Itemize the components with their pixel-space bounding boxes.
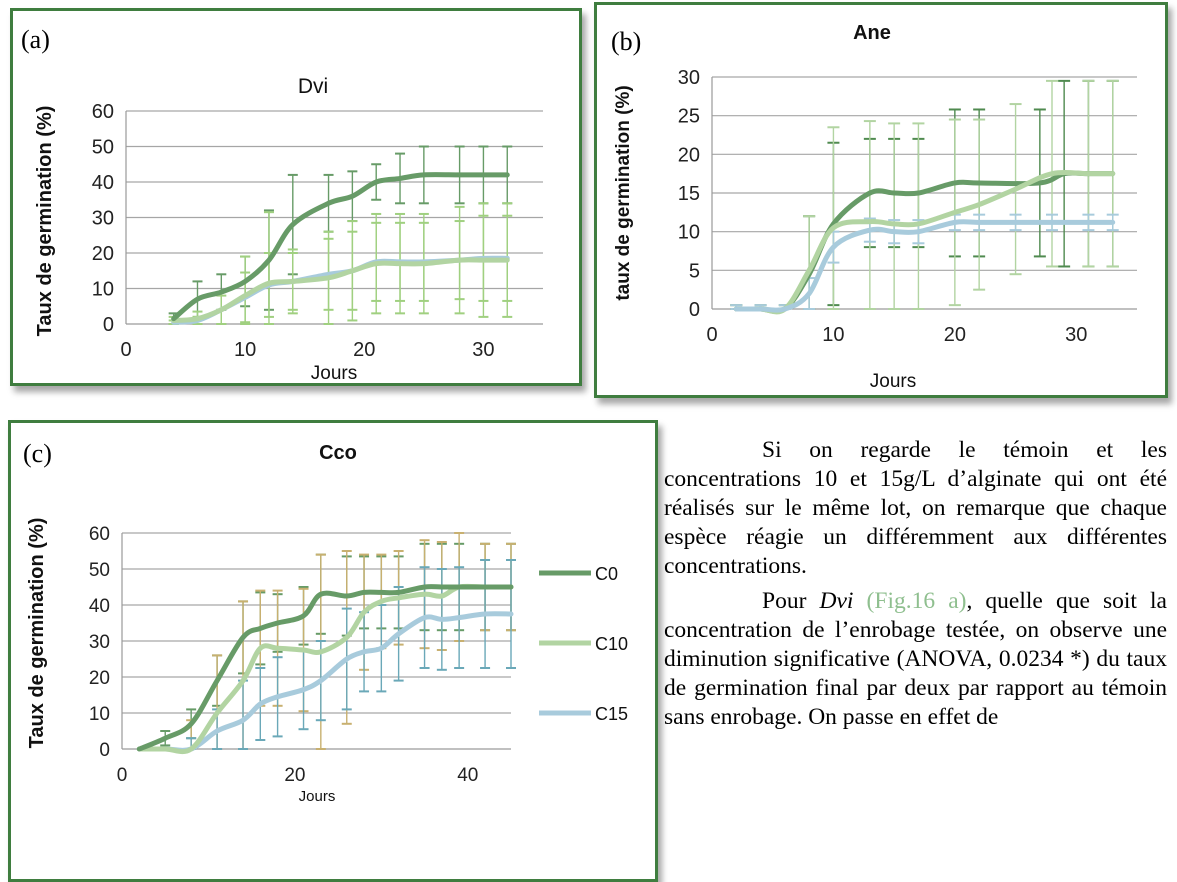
y-tick-label: 0 — [689, 299, 700, 321]
y-tick-label: 5 — [689, 260, 700, 282]
y-tick-label: 50 — [89, 560, 110, 581]
chart-title: Ane — [853, 22, 891, 44]
figure-reference[interactable]: (Fig.16 a) — [866, 588, 967, 614]
chart-title: Cco — [319, 442, 357, 464]
paragraph-2-post: , quelle que soit la concentration de l’… — [664, 588, 1167, 730]
series-line-c0 — [136, 584, 514, 752]
series-line-c0 — [733, 170, 1116, 315]
species-name: Dvi — [819, 588, 854, 614]
y-axis-label: taux de germination (%) — [613, 85, 634, 300]
paragraph-2-pre: Pour — [762, 588, 820, 614]
y-tick-label: 30 — [92, 208, 114, 230]
paragraph-1: Si on regarde le témoin et les concentra… — [664, 437, 1167, 579]
y-tick-label: 0 — [99, 740, 110, 761]
legend-label-c10: C10 — [595, 634, 628, 654]
x-axis-label: Jours — [870, 371, 916, 392]
x-tick-label: 20 — [353, 339, 375, 361]
y-tick-label: 25 — [678, 106, 700, 128]
y-axis-label: Taux de germination (%) — [26, 518, 48, 749]
y-tick-label: 60 — [89, 524, 110, 545]
paragraph-2: Pour Dvi (Fig.16 a), quelle que soit la … — [664, 587, 1167, 732]
y-tick-label: 10 — [678, 222, 700, 244]
chart-b: 0 5 10 15 20 25 30 0 10 20 30 Ane Jours taux de germi… — [613, 22, 1137, 392]
y-tick-label: 20 — [678, 144, 700, 166]
panel-label-b: (b) — [611, 27, 642, 56]
series-line-c0 — [171, 172, 510, 322]
y-tick-label: 15 — [678, 183, 700, 205]
y-tick-label: 30 — [89, 632, 110, 653]
x-tick-label: 30 — [1065, 324, 1087, 346]
x-tick-label: 10 — [822, 324, 844, 346]
series-line-c15 — [733, 219, 1116, 313]
y-tick-label: 0 — [103, 314, 114, 336]
y-axis-label: Taux de germination (%) — [34, 106, 56, 337]
y-tick-label: 30 — [678, 67, 700, 89]
y-tick-label: 20 — [89, 668, 110, 689]
legend-label-c15: C15 — [595, 704, 628, 724]
x-tick-label: 20 — [944, 324, 966, 346]
x-tick-label: 10 — [234, 339, 256, 361]
y-tick-label: 50 — [92, 137, 114, 159]
chart-panel-c: 0 10 20 30 40 50 60 0 20 40 Cco Jours Taux de germin… — [8, 420, 658, 882]
series-line-c10 — [171, 257, 510, 323]
y-tick-label: 60 — [92, 101, 114, 123]
body-text: Si on regarde le témoin et les concentra… — [664, 436, 1167, 738]
chart-panel-a: 0 10 20 30 40 50 60 0 10 20 30 Dvi Jours Taux de germ… — [10, 8, 582, 386]
x-tick-label: 30 — [472, 339, 494, 361]
chart-panel-b: 0 5 10 15 20 25 30 0 10 20 30 Ane Jours taux de germi… — [594, 2, 1168, 398]
chart-a: 0 10 20 30 40 50 60 0 10 20 30 Dvi Jours Taux de germ… — [34, 75, 543, 383]
series-line-c10 — [136, 583, 514, 755]
chart-title: Dvi — [298, 75, 328, 98]
series-line-c15 — [136, 611, 514, 753]
legend-label-c0: C0 — [595, 564, 618, 584]
y-tick-label: 20 — [92, 243, 114, 265]
panel-label-c: (c) — [23, 439, 52, 468]
x-tick-label: 0 — [706, 324, 717, 346]
y-tick-label: 10 — [92, 279, 114, 301]
x-axis-label: Jours — [299, 788, 336, 805]
chart-c: 0 10 20 30 40 50 60 0 20 40 Cco Jours Taux de germin… — [26, 442, 628, 805]
x-tick-label: 0 — [120, 339, 131, 361]
y-tick-label: 10 — [89, 704, 110, 725]
x-tick-label: 20 — [284, 765, 305, 786]
x-tick-label: 40 — [457, 765, 478, 786]
x-axis-label: Jours — [311, 363, 357, 383]
y-tick-label: 40 — [89, 596, 110, 617]
y-tick-label: 40 — [92, 172, 114, 194]
x-tick-label: 0 — [117, 765, 128, 786]
panel-label-a: (a) — [21, 25, 50, 54]
